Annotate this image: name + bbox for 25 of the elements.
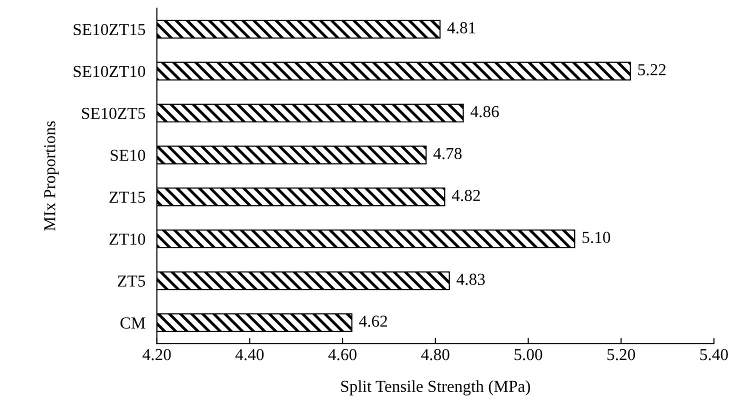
x-tick-label: 5.20	[607, 348, 636, 360]
data-label: 4.82	[452, 190, 480, 202]
x-axis-title: Split Tensile Strength (MPa)	[341, 380, 530, 396]
data-label: 4.83	[456, 274, 485, 285]
x-tick-label: 4.60	[328, 348, 357, 360]
y-axis-title: MIx Proportions	[44, 121, 59, 231]
x-tick-label: 4.20	[142, 348, 171, 360]
y-tick-label: ZT5	[118, 276, 146, 287]
y-tick-label: CM	[120, 317, 146, 329]
y-tick-label: ZT10	[110, 234, 146, 245]
data-label: 5.10	[582, 232, 610, 244]
y-tick-label: ZT15	[110, 192, 146, 203]
x-tick-label: 5.40	[700, 348, 728, 360]
data-label: 4.81	[447, 22, 476, 34]
y-tick-label: SE10	[110, 150, 146, 161]
data-label: 4.62	[359, 316, 388, 327]
x-tick-label: 5.00	[514, 348, 542, 360]
data-label: 4.78	[433, 148, 462, 160]
y-tick-label: SE10ZT10	[74, 66, 146, 78]
data-label: 5.22	[638, 64, 666, 76]
data-label: 4.86	[470, 106, 499, 118]
x-tick-label: 4.40	[235, 348, 264, 360]
y-tick-label: SE10ZT5	[82, 108, 146, 120]
y-tick-label: SE10ZT15	[74, 24, 146, 36]
x-tick-label: 4.80	[421, 348, 450, 360]
